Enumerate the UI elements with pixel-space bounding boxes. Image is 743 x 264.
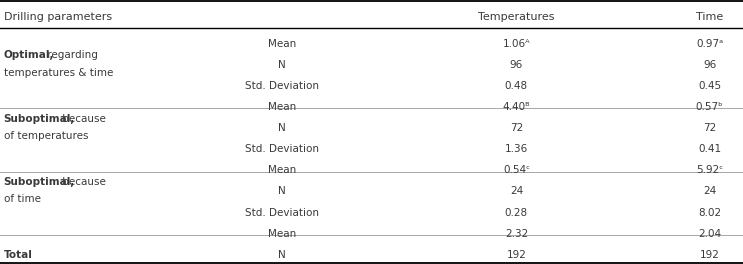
Text: 5.92ᶜ: 5.92ᶜ — [696, 165, 723, 175]
Text: 1.06ᴬ: 1.06ᴬ — [502, 39, 531, 49]
Text: of temperatures: of temperatures — [4, 131, 88, 141]
Text: 96: 96 — [510, 60, 523, 70]
Text: Mean: Mean — [268, 39, 296, 49]
Text: 72: 72 — [703, 123, 716, 133]
Text: Optimal,: Optimal, — [4, 50, 54, 60]
Text: Total: Total — [4, 250, 33, 260]
Text: N: N — [279, 123, 286, 133]
Text: 1.36: 1.36 — [504, 144, 528, 154]
Text: Temperatures: Temperatures — [478, 12, 554, 22]
Text: of time: of time — [4, 194, 41, 204]
Text: Mean: Mean — [268, 229, 296, 239]
Text: because: because — [59, 114, 106, 124]
Text: 0.57ᵇ: 0.57ᵇ — [695, 102, 724, 112]
Text: 2.32: 2.32 — [504, 229, 528, 239]
Text: Time: Time — [696, 12, 723, 22]
Text: N: N — [279, 186, 286, 196]
Text: 24: 24 — [510, 186, 523, 196]
Text: Std. Deviation: Std. Deviation — [245, 81, 319, 91]
Text: 72: 72 — [510, 123, 523, 133]
Text: Std. Deviation: Std. Deviation — [245, 144, 319, 154]
Text: 192: 192 — [700, 250, 719, 260]
Text: Mean: Mean — [268, 102, 296, 112]
Text: 96: 96 — [703, 60, 716, 70]
Text: 24: 24 — [703, 186, 716, 196]
Text: Drilling parameters: Drilling parameters — [4, 12, 112, 22]
Text: 0.48: 0.48 — [504, 81, 528, 91]
Text: 2.04: 2.04 — [698, 229, 721, 239]
Text: 192: 192 — [507, 250, 526, 260]
Text: 0.97ᵃ: 0.97ᵃ — [696, 39, 723, 49]
Text: 4.40ᴮ: 4.40ᴮ — [502, 102, 531, 112]
Text: because: because — [59, 177, 106, 187]
Text: Suboptimal,: Suboptimal, — [4, 114, 75, 124]
Text: 0.41: 0.41 — [698, 144, 721, 154]
Text: 8.02: 8.02 — [698, 208, 721, 218]
Text: Std. Deviation: Std. Deviation — [245, 208, 319, 218]
Text: Suboptimal,: Suboptimal, — [4, 177, 75, 187]
Text: N: N — [279, 60, 286, 70]
Text: regarding: regarding — [44, 50, 98, 60]
Text: N: N — [279, 250, 286, 260]
Text: 0.54ᶜ: 0.54ᶜ — [503, 165, 530, 175]
Text: 0.28: 0.28 — [504, 208, 528, 218]
Text: Mean: Mean — [268, 165, 296, 175]
Text: temperatures & time: temperatures & time — [4, 68, 113, 78]
Text: 0.45: 0.45 — [698, 81, 721, 91]
